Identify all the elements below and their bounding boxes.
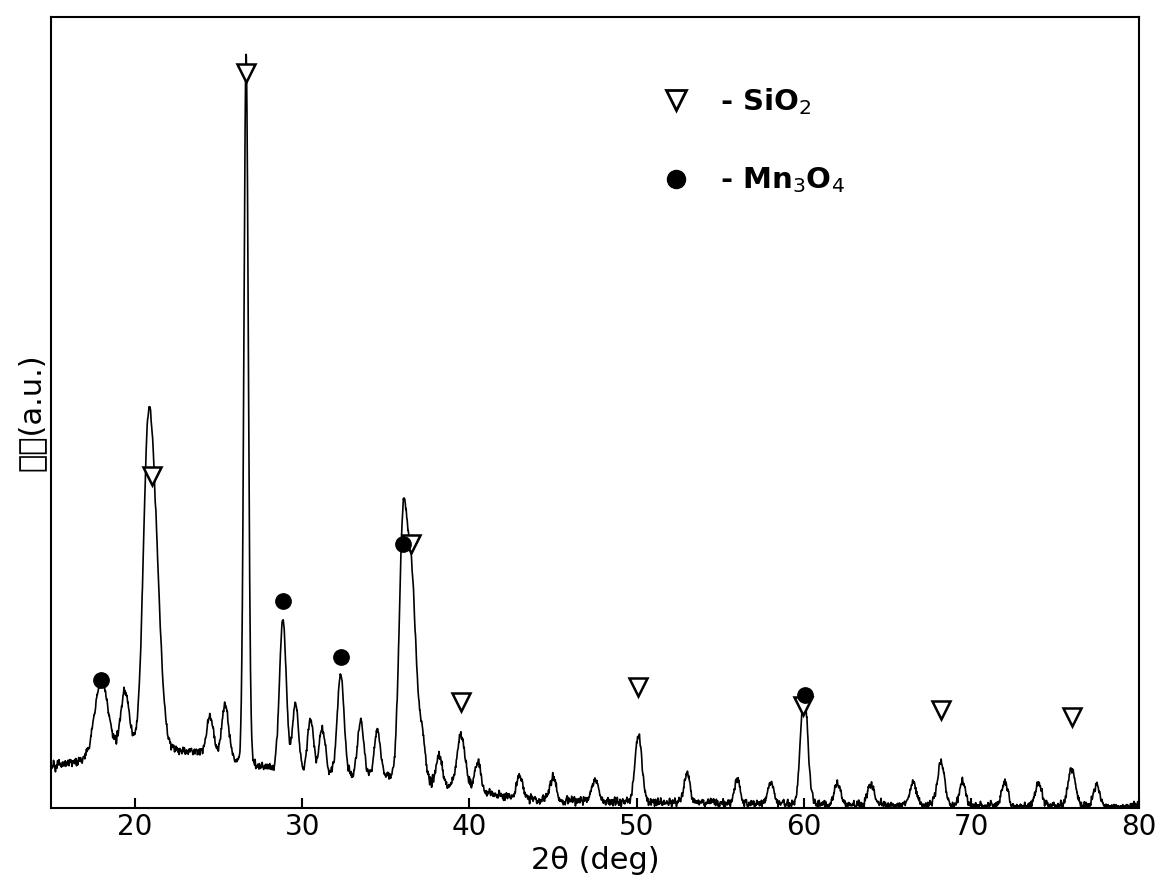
Y-axis label: 强度(a.u.): 强度(a.u.)	[16, 353, 46, 471]
Text: - SiO$_2$: - SiO$_2$	[720, 86, 811, 117]
X-axis label: 2θ (deg): 2θ (deg)	[530, 847, 659, 875]
Text: - Mn$_3$O$_4$: - Mn$_3$O$_4$	[720, 166, 845, 195]
